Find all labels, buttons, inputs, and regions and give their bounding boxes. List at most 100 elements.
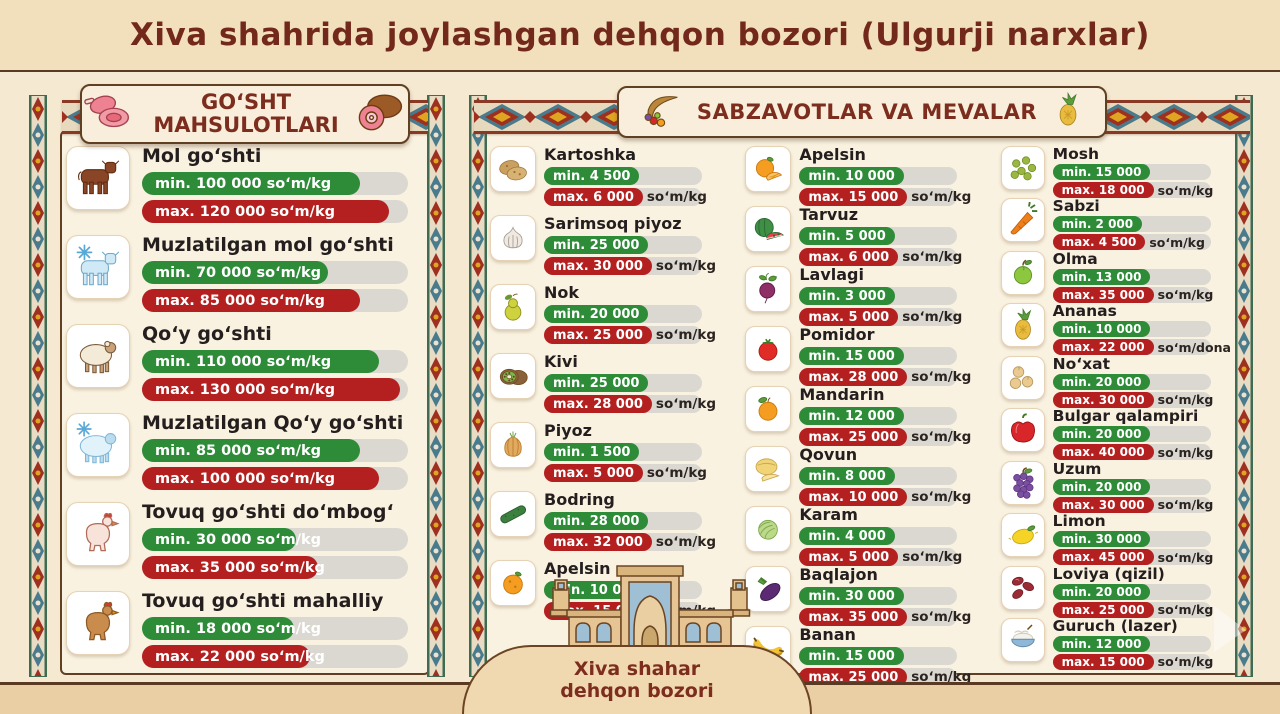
unit-label: soʻm/kg <box>646 189 707 205</box>
min-price-pill: min. 30 000 <box>799 587 904 605</box>
min-price-pill: min. 3 000 <box>799 287 895 305</box>
produce-column-3: Mosh min. 15 000 max. 18 000 soʻm/kg Sabzi mi… <box>1000 145 1252 670</box>
produce-item: Qovun min. 8 000 max. 10 000 soʻm/kg <box>745 446 996 506</box>
min-price-pill: min. 20 000 <box>1052 426 1151 443</box>
ikat-border-strip <box>428 96 444 676</box>
item-name: Ananas <box>1052 302 1117 321</box>
sheep-icon <box>66 324 130 388</box>
unit-label: soʻm/kg <box>902 549 963 565</box>
min-price-track: min. 20 000 <box>1052 583 1211 600</box>
min-price-track: min. 30 000 <box>799 587 958 605</box>
max-price-pill: max. 35 000 soʻm/kg <box>142 556 325 579</box>
min-price-pill: min. 20 000 <box>1052 583 1151 600</box>
min-price-pill: min. 25 000 <box>544 374 649 392</box>
max-price-pill: max. 40 000 <box>1052 444 1154 461</box>
unit-label: soʻm/kg <box>902 309 963 325</box>
cabbage-icon <box>745 506 792 552</box>
orange-cut-icon <box>745 146 792 192</box>
item-name: Karam <box>799 505 858 524</box>
max-price-track: max. 120 000 soʻm/kg <box>142 200 408 223</box>
max-price-pill: max. 15 000 <box>799 188 908 206</box>
max-price-track: max. 28 000 soʻm/kg <box>544 395 716 413</box>
produce-item: Mandarin min. 12 000 max. 25 000 soʻm/kg <box>745 386 996 446</box>
min-price-track: min. 20 000 <box>544 305 702 323</box>
produce-item: Mosh min. 15 000 max. 18 000 soʻm/kg <box>1000 145 1252 198</box>
max-price-pill: max. 18 000 <box>1052 182 1154 198</box>
max-price-track: max. 100 000 soʻm/kg <box>142 467 408 490</box>
cornucopia-icon <box>637 90 685 134</box>
min-price-pill: min. 18 000 soʻm/kg <box>142 617 321 640</box>
min-price-track: min. 110 000 soʻm/kg <box>142 350 408 373</box>
unit-label: soʻm/kg <box>1157 182 1214 198</box>
unit-label: soʻm/kg <box>655 396 716 412</box>
min-price-track: min. 20 000 <box>1052 478 1211 495</box>
produce-item: Guruch (lazer) min. 12 000 max. 15 000 soʻm… <box>1000 616 1252 670</box>
min-price-track: min. 4 000 <box>799 527 958 545</box>
max-price-pill: max. 5 000 <box>799 308 899 326</box>
max-price-pill: max. 22 000 <box>1052 339 1154 356</box>
min-price-track: min. 20 000 <box>1052 373 1211 390</box>
min-price-track: min. 30 000 <box>1052 531 1211 548</box>
produce-item: Ananas min. 10 000 max. 22 000 soʻm/dona <box>1000 302 1252 356</box>
unit-label: soʻm/kg <box>911 609 972 625</box>
meat-item: Tovuq goʻshti mahalliy min. 18 000 soʻm/k… <box>66 591 426 668</box>
unit-label: soʻm/kg <box>1157 497 1214 513</box>
item-name: Sarimsoq piyoz <box>544 214 682 233</box>
meat-item-list: Mol goʻshti min. 100 000 soʻm/kg max. 120 … <box>66 146 426 668</box>
max-price-pill: max. 130 000 soʻm/kg <box>142 378 401 401</box>
max-price-track: max. 35 000 soʻm/kg <box>1052 286 1213 303</box>
max-price-pill: max. 10 000 <box>799 488 908 506</box>
max-price-track: max. 35 000 soʻm/kg <box>799 608 971 626</box>
potato-icon <box>490 146 536 192</box>
mung-beans-icon <box>1000 146 1045 190</box>
produce-item: Pomidor min. 15 000 max. 28 000 soʻm/kg <box>745 326 996 386</box>
footer-dome: Xiva shahar dehqon bozori <box>462 645 812 714</box>
orange-icon <box>490 560 536 606</box>
unit-label: soʻm/kg <box>655 258 716 274</box>
min-price-track: min. 85 000 soʻm/kg <box>142 439 408 462</box>
item-name: Pomidor <box>799 325 875 344</box>
item-name: Guruch (lazer) <box>1052 616 1178 635</box>
produce-item: Karam min. 4 000 max. 5 000 soʻm/kg <box>745 506 996 566</box>
produce-item: Kartoshka min. 4 500 max. 6 000 soʻm/kg <box>490 146 741 206</box>
unit-label: soʻm/kg <box>911 369 972 385</box>
max-price-track: max. 10 000 soʻm/kg <box>799 488 971 506</box>
max-price-track: max. 35 000 soʻm/kg <box>142 556 408 579</box>
max-price-track: max. 25 000 soʻm/kg <box>799 428 971 446</box>
beet-icon <box>745 266 792 312</box>
produce-item: Lavlagi min. 3 000 max. 5 000 soʻm/kg <box>745 266 996 326</box>
cow-frozen-icon <box>66 235 130 299</box>
garlic-icon <box>490 215 536 261</box>
unit-label: soʻm/kg <box>1157 444 1214 460</box>
min-price-pill: min. 110 000 soʻm/kg <box>142 350 379 373</box>
max-price-pill: max. 28 000 <box>544 395 652 413</box>
item-name: Mosh <box>1052 145 1099 163</box>
produce-item: Baqlajon min. 30 000 max. 35 000 soʻm/kg <box>745 566 996 626</box>
min-price-pill: min. 70 000 soʻm/kg <box>142 261 329 284</box>
item-name: Muzlatilgan mol goʻshti <box>142 234 394 256</box>
item-name: Lavlagi <box>799 265 864 284</box>
produce-item: Uzum min. 20 000 max. 30 000 soʻm/kg <box>1000 460 1252 513</box>
onion-icon <box>490 422 536 468</box>
min-price-track: min. 10 000 <box>799 167 958 185</box>
carrot-icon <box>1000 198 1045 243</box>
max-price-track: max. 22 000 soʻm/kg <box>142 645 408 668</box>
item-name: Banan <box>799 625 856 644</box>
unit-label: soʻm/kg <box>1157 392 1214 408</box>
min-price-track: min. 12 000 <box>799 407 958 425</box>
min-price-pill: min. 13 000 <box>1052 268 1151 285</box>
min-price-track: min. 100 000 soʻm/kg <box>142 172 408 195</box>
min-price-pill: min. 5 000 <box>799 227 895 245</box>
min-price-pill: min. 28 000 <box>544 512 649 530</box>
market-name: Xiva shahar dehqon bozori <box>560 658 714 702</box>
produce-item: Bulgar qalampiri min. 20 000 max. 40 000 so… <box>1000 408 1252 461</box>
min-price-track: min. 25 000 <box>544 236 702 254</box>
ham-icon <box>351 91 407 137</box>
produce-item: Bodring min. 28 000 max. 32 000 soʻm/kg <box>490 491 741 551</box>
item-name: Tovuq goʻshti mahalliy <box>142 590 384 612</box>
min-price-pill: min. 15 000 <box>799 647 904 665</box>
min-price-pill: min. 12 000 <box>799 407 904 425</box>
min-price-track: min. 15 000 <box>799 647 958 665</box>
unit-label: soʻm/kg <box>911 429 972 445</box>
